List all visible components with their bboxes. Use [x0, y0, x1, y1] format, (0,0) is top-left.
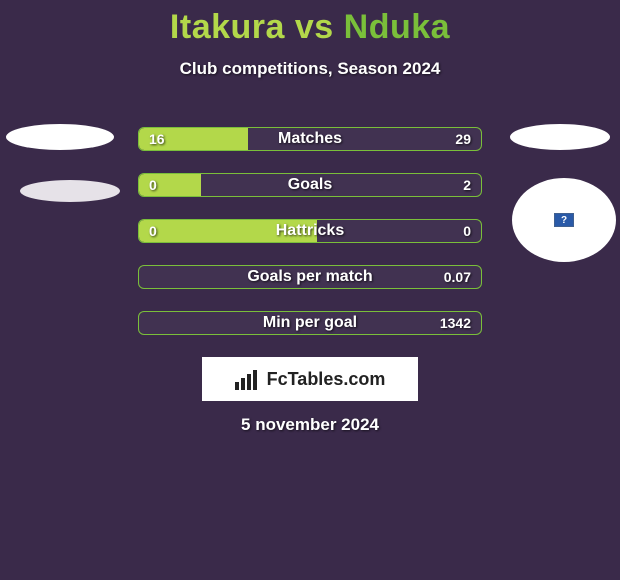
stat-label: Min per goal: [139, 312, 481, 334]
stat-value-right: 1342: [440, 312, 471, 334]
stat-row: Hattricks00: [138, 219, 482, 243]
page-title: Itakura vs Nduka: [0, 0, 620, 47]
flag-icon: ?: [554, 213, 574, 227]
stats-bars: Matches1629 Goals02 Hattricks00 Goals per m…: [138, 127, 482, 335]
date: 5 november 2024: [0, 415, 620, 435]
bar-fill-left: [139, 220, 317, 242]
player1-avatar-bottom: [20, 180, 120, 202]
stat-value-right: 0.07: [444, 266, 471, 288]
flag-symbol: ?: [561, 215, 567, 226]
bar-fill-left: [139, 174, 201, 196]
player2-avatar-bottom: ?: [512, 178, 616, 262]
fctables-logo[interactable]: FcTables.com: [202, 357, 418, 401]
player1-name: Itakura: [170, 8, 285, 46]
stat-label: Goals per match: [139, 266, 481, 288]
player2-avatar-top: [510, 124, 610, 150]
logo-text: FcTables.com: [267, 369, 386, 390]
bar-fill-left: [139, 128, 248, 150]
bar-chart-icon: [235, 368, 261, 390]
vs-text: vs: [285, 8, 344, 46]
stat-value-right: 0: [463, 220, 471, 242]
stat-value-right: 2: [463, 174, 471, 196]
subtitle: Club competitions, Season 2024: [0, 59, 620, 79]
stat-row: Goals per match0.07: [138, 265, 482, 289]
player2-name: Nduka: [344, 8, 450, 46]
stat-row: Matches1629: [138, 127, 482, 151]
stat-row: Min per goal1342: [138, 311, 482, 335]
player1-avatar-top: [6, 124, 114, 150]
stat-value-right: 29: [455, 128, 471, 150]
stat-row: Goals02: [138, 173, 482, 197]
